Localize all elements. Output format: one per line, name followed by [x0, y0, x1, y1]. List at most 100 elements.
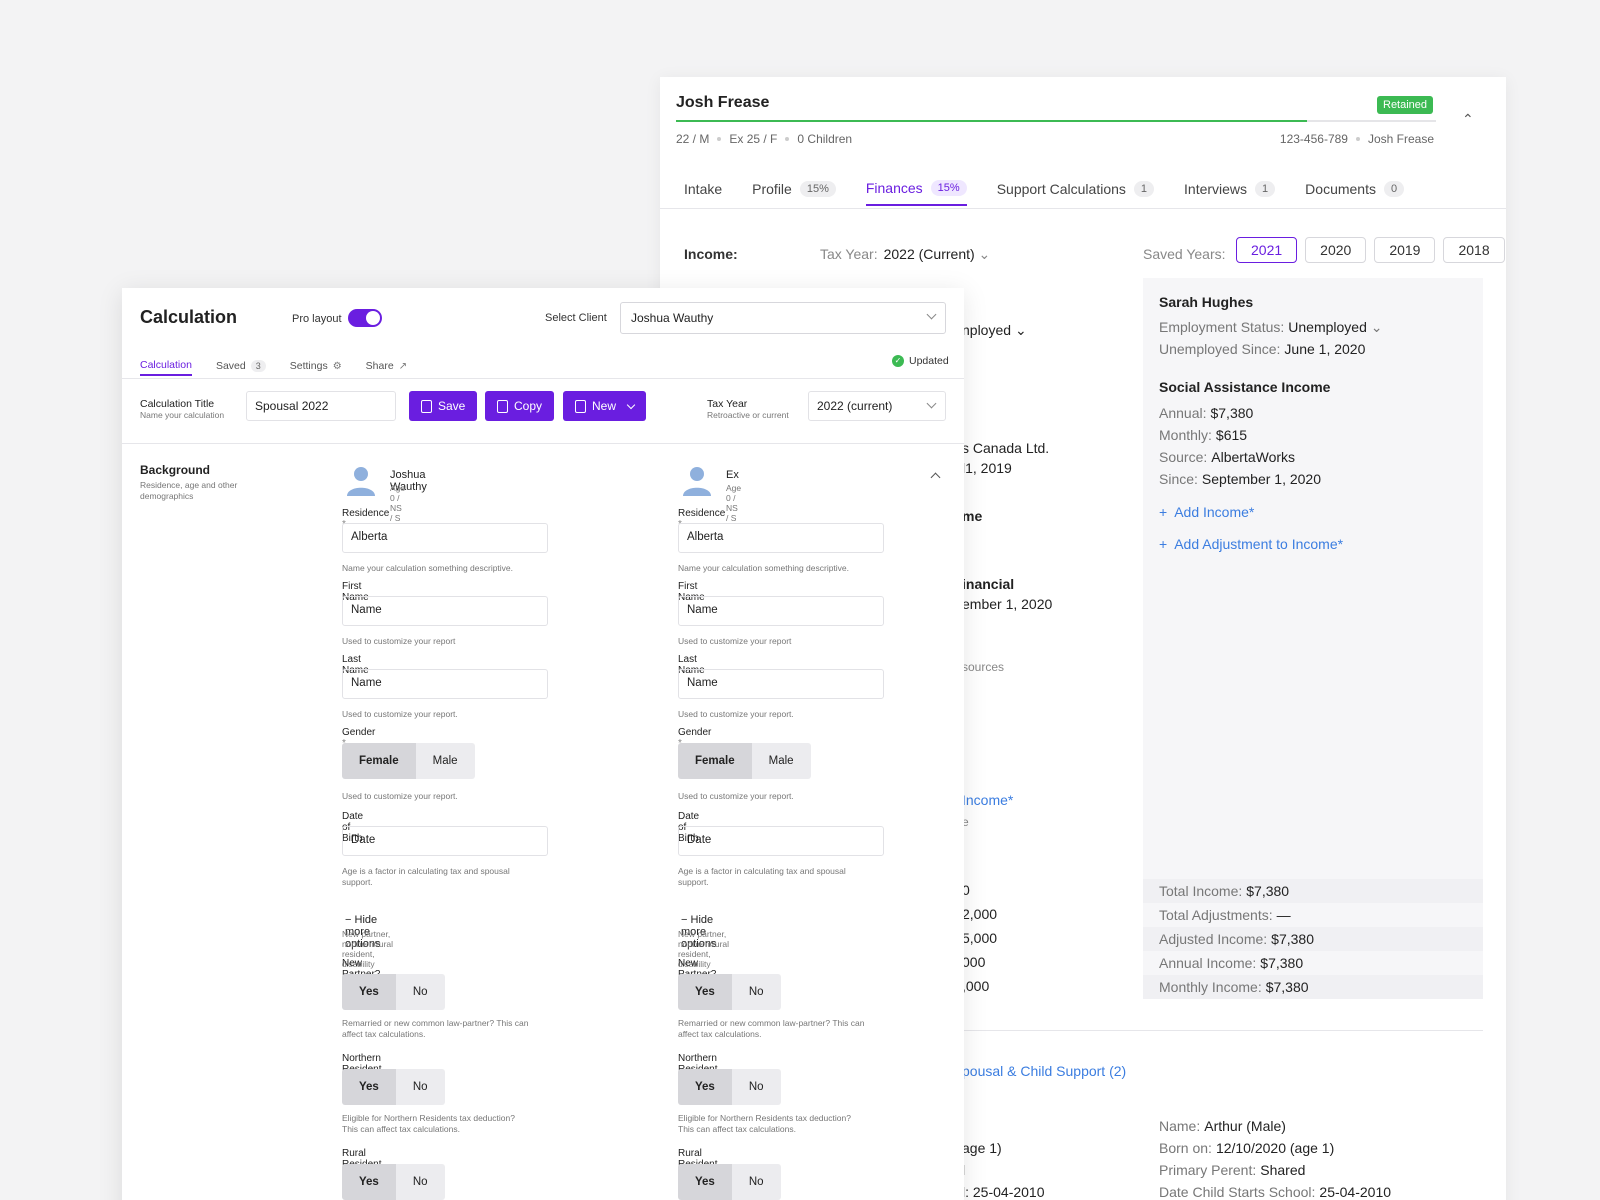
yes-option[interactable]: Yes [678, 1069, 732, 1105]
tab-profile[interactable]: Profile 15% [752, 172, 836, 206]
year-2020-button[interactable]: 2020 [1305, 237, 1367, 263]
employment-status-partial: nployed ⌄ [962, 322, 1027, 339]
tax-year-select[interactable]: 2022 (current) [808, 391, 946, 421]
first-name-label: First Name [678, 581, 705, 603]
unemployed-since: Unemployed Since: June 1, 2020 [1159, 341, 1365, 357]
separator-dot [1355, 137, 1360, 141]
social-assistance-heading: Social Assistance Income [1159, 379, 1331, 395]
ex-income-column: Sarah Hughes Employment Status: Unemploye… [1143, 278, 1483, 978]
northern-resident-hint: Eligible for Northern Residents tax dedu… [342, 1113, 515, 1134]
tax-year-select[interactable]: Tax Year: 2022 (Current) ⌄ [820, 246, 990, 263]
hide-more-options-toggle[interactable]: − Hide more options [681, 914, 716, 950]
last-name-input[interactable]: Name [678, 669, 884, 699]
partial-text: nployed [962, 322, 1012, 338]
more-options-hint: New partner, northern/rural resident, di… [678, 929, 730, 969]
rural-resident-toggle: Yes No [678, 1164, 781, 1200]
first-name-input[interactable]: Name [342, 596, 548, 626]
chevron-up-icon[interactable]: ⌃ [1462, 111, 1474, 127]
tab-share[interactable]: Share ↗ [366, 356, 407, 376]
add-adjustment-link[interactable]: + Add Adjustment to Income* [1159, 536, 1343, 552]
no-option[interactable]: No [731, 1069, 781, 1105]
first-name-hint: Used to customize your report [678, 636, 792, 646]
tab-support-calculations[interactable]: Support Calculations 1 [997, 172, 1155, 206]
first-name-label: First Name [342, 581, 369, 603]
updated-label: Updated [909, 355, 949, 367]
dob-input[interactable]: Date [678, 826, 884, 856]
yes-option[interactable]: Yes [342, 1164, 396, 1200]
new-partner-toggle: Yes No [342, 974, 445, 1010]
tab-saved[interactable]: Saved 3 [216, 356, 266, 376]
yes-option[interactable]: Yes [678, 1164, 732, 1200]
northern-resident-hint: Eligible for Northern Residents tax dedu… [678, 1113, 851, 1134]
progress-fill [676, 120, 1307, 122]
employer-partial: s Canada Ltd. [962, 440, 1050, 456]
no-option[interactable]: No [395, 1164, 445, 1200]
progress-bar [676, 120, 1436, 122]
ex-name: Sarah Hughes [1159, 294, 1254, 310]
year-2019-button[interactable]: 2019 [1374, 237, 1436, 263]
tab-label: Settings [289, 360, 328, 372]
no-option[interactable]: No [731, 974, 781, 1010]
copy-button[interactable]: Copy [485, 391, 555, 421]
field-value: Shared [1260, 1162, 1306, 1178]
link-label: Add Income* [1174, 504, 1255, 520]
background-hint: Residence, age and other demographics [140, 480, 238, 501]
no-option[interactable]: No [731, 1164, 781, 1200]
tab-finances[interactable]: Finances 15% [865, 172, 967, 206]
no-option[interactable]: No [395, 974, 445, 1010]
male-option[interactable]: Male [415, 743, 475, 779]
female-option[interactable]: Female [678, 743, 752, 779]
toggle-knob [366, 311, 380, 325]
tab-settings[interactable]: Settings ⚙ [290, 356, 342, 376]
client-select[interactable]: Joshua Wauthy [620, 302, 946, 334]
field-value: AlbertaWorks [1211, 449, 1296, 465]
employment-status[interactable]: Employment Status: Unemployed ⌄ [1159, 319, 1383, 336]
field-label-text: Gender [342, 727, 376, 738]
residence-input[interactable]: Alberta [678, 523, 884, 553]
adjusted-income-row: Adjusted Income: $7,380 [1143, 927, 1483, 951]
yes-option[interactable]: Yes [342, 974, 396, 1010]
tab-calculation[interactable]: Calculation [140, 356, 192, 376]
tab-label: Finances [865, 180, 923, 196]
residence-input[interactable]: Alberta [342, 523, 548, 553]
chevron-down-icon [926, 398, 937, 409]
year-2018-button[interactable]: 2018 [1443, 237, 1505, 263]
add-income-link[interactable]: + Add Income* [1159, 504, 1254, 520]
calc-title-input[interactable]: Spousal 2022 [246, 391, 396, 421]
field-label-text: Last Name [678, 654, 705, 676]
add-income-partial-link[interactable]: Income* [962, 792, 1014, 808]
no-option[interactable]: No [395, 1069, 445, 1105]
tab-intake[interactable]: Intake [684, 172, 722, 206]
chevron-up-icon[interactable] [930, 472, 941, 483]
row-label: Monthly Income: [1159, 979, 1262, 995]
yes-option[interactable]: Yes [342, 1069, 396, 1105]
hide-more-options-toggle[interactable]: − Hide more options [345, 914, 380, 950]
pro-layout-toggle[interactable] [348, 309, 382, 327]
first-name-input[interactable]: Name [678, 596, 884, 626]
year-2021-button[interactable]: 2021 [1236, 237, 1298, 263]
copy-icon [497, 399, 508, 413]
field-value: $615 [1215, 427, 1248, 443]
residence-hint: Name your calculation something descript… [342, 563, 514, 573]
divider [660, 208, 1506, 209]
tab-interviews[interactable]: Interviews 1 [1184, 172, 1276, 206]
total-partial: 2,000 [962, 906, 998, 922]
male-option[interactable]: Male [751, 743, 811, 779]
support-partial-link[interactable]: pousal & Child Support (2) [962, 1063, 1127, 1079]
last-name-input[interactable]: Name [342, 669, 548, 699]
annual-income-row: Annual Income: $7,380 [1143, 951, 1483, 975]
last-name-hint: Used to customize your report. [342, 709, 458, 719]
female-option[interactable]: Female [342, 743, 416, 779]
save-button[interactable]: Save [409, 391, 478, 421]
field-label-text: Last Name [342, 654, 369, 676]
yes-option[interactable]: Yes [678, 974, 732, 1010]
field-label-text: Date of Birth [342, 811, 364, 844]
residence-hint: Name your calculation something descript… [678, 563, 850, 573]
saved-years: 2021 2020 2019 2018 [1236, 237, 1505, 263]
tab-documents[interactable]: Documents 0 [1305, 172, 1405, 206]
dob-input[interactable]: Date [342, 826, 548, 856]
field-value: Unemployed [1288, 319, 1367, 335]
child-born: Born on: 12/10/2020 (age 1) [1159, 1140, 1334, 1156]
new-button[interactable]: New [563, 391, 647, 421]
divider [943, 1030, 1483, 1031]
